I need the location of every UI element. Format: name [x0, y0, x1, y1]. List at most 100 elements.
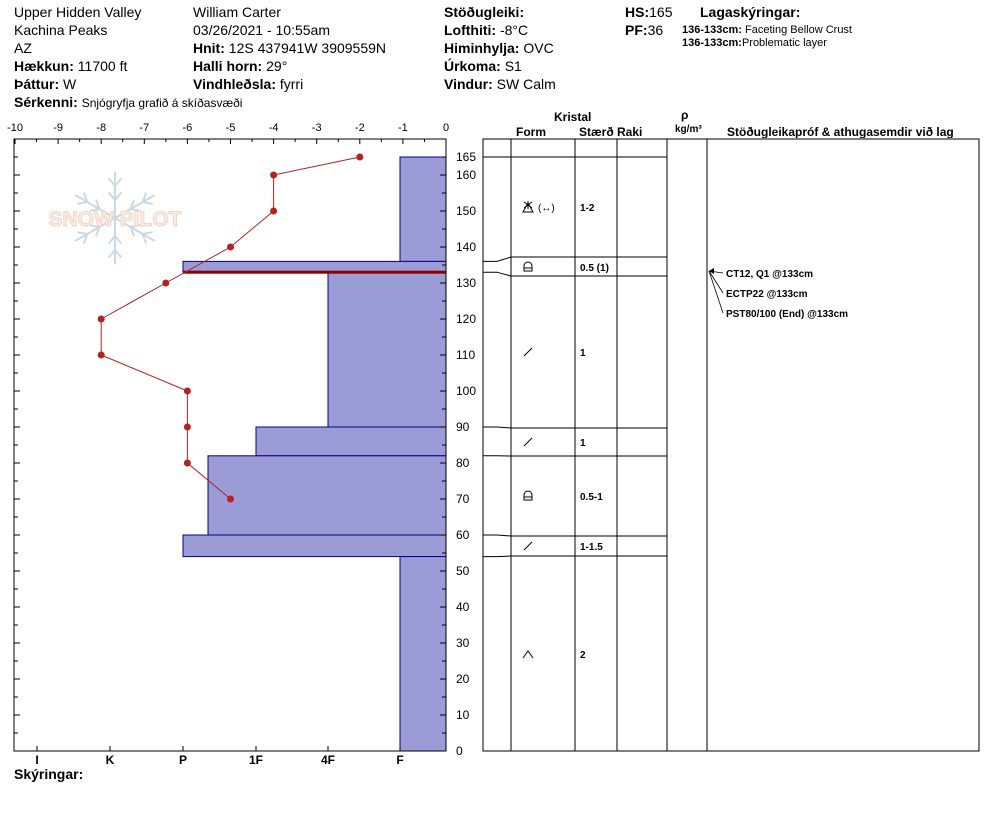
sky-value: OVC: [523, 40, 554, 56]
aspect-row: Þáttur: W: [14, 77, 76, 91]
hardness-tick-label: I: [35, 753, 38, 767]
layer-note-text: Problematic layer: [741, 37, 827, 49]
chart-axes: -10 -9 -8 -7 -6 -5 -4 -3 -2 -1 0010203040506070809…: [7, 122, 476, 767]
density-unit: kg/m³: [675, 124, 702, 135]
stability-test-pointer: [708, 270, 724, 314]
icon-slash: [523, 541, 533, 551]
snowflake-branch: [107, 177, 116, 187]
faceted-rounded-icon: [522, 201, 534, 213]
specifics-label: Sérkenni:: [14, 94, 78, 110]
arrow-icon: [709, 268, 714, 274]
temperature-point: [227, 495, 234, 503]
height-tick-label: 80: [456, 456, 470, 470]
temperature-point: [270, 207, 278, 215]
icon-crust: [523, 261, 533, 272]
stability-test-pointer: [708, 270, 724, 294]
wind-loading-row: Vindhleðsla: fyrri: [193, 77, 303, 91]
crystal-header: Kristal: [554, 110, 592, 124]
depth-hoar-icon: [522, 650, 534, 659]
hs-row: HS:165: [625, 5, 672, 19]
snowflake-branch: [114, 235, 123, 245]
hs-value: 165: [649, 4, 673, 20]
density-symbol: ρ: [681, 108, 689, 122]
rounded-grain-icon: [523, 347, 533, 357]
grain-size: 0.5 (1): [580, 263, 609, 274]
temp-tick-label: -2: [355, 122, 365, 134]
snowflake-branch: [141, 192, 148, 203]
snowflake-branch: [107, 249, 116, 259]
wind-loading-label: Vindhleðsla:: [193, 76, 276, 92]
temp-tick-label: -5: [226, 122, 236, 134]
rounded-grain-icon: [523, 541, 533, 551]
temperature-point: [183, 423, 191, 431]
air-temp-row: Lofthiti: -8°C: [444, 23, 528, 37]
height-tick-label: 10: [456, 708, 470, 722]
snowflake-branch: [107, 191, 116, 201]
layer-notes-title: Lagaskýringar:: [700, 4, 801, 20]
grain-size: 1: [580, 348, 586, 359]
grain-size: 2: [580, 650, 586, 661]
pf-row: PF:36: [625, 23, 663, 37]
temp-tick-label: 0: [443, 122, 449, 134]
state-name: AZ: [14, 40, 32, 56]
height-tick-label: 0: [456, 744, 463, 758]
temperature-point: [356, 153, 364, 161]
wind-value: SW Calm: [496, 76, 556, 92]
temperature-point: [183, 387, 191, 395]
snowflake-branch: [77, 231, 88, 235]
height-tick-label: 140: [456, 240, 476, 254]
height-tick-label: 120: [456, 312, 476, 326]
snowflake-branch: [114, 191, 123, 201]
temp-tick-label: -6: [183, 122, 193, 134]
temperature-profile: [97, 153, 364, 503]
snowflake-branch: [82, 192, 89, 203]
elevation-value: 11700 ft: [77, 58, 128, 74]
coords-value: 12S 437941W 3909559N: [228, 40, 387, 56]
layers-table: (↔) 1-2 0.5 (1) 1 1 0.5-1 1-1.5 2 CT12, Q1 @133c…: [482, 138, 980, 752]
observer-name: William Carter: [193, 4, 281, 20]
height-tick-label: 40: [456, 600, 470, 614]
specifics-row: Sérkenni: Snjógryfja grafið á skíðasvæði: [14, 95, 242, 109]
pf-label: PF:: [625, 22, 648, 38]
stability-test: PST80/100 (End) @133cm: [726, 309, 848, 320]
snowflake-branch: [129, 226, 135, 237]
height-tick-label: 60: [456, 528, 470, 542]
grain-size: 1: [580, 438, 586, 449]
coords-label: Hnit:: [193, 40, 225, 56]
melt-freeze-crust-icon: [523, 490, 533, 501]
layer-note: 136-133cm:Problematic layer: [682, 38, 827, 49]
height-tick-label: 130: [456, 276, 476, 290]
temperature-point: [183, 459, 191, 467]
grain-size: 0.5-1: [580, 492, 603, 503]
precip-value: S1: [504, 58, 522, 74]
depth-connector: [483, 426, 512, 429]
layer-note-range: 136-133cm:: [682, 24, 742, 36]
layer-note: 136-133cm: Faceting Bellow Crust: [682, 25, 852, 36]
snow-pilot-logo: SNOW PILOT: [48, 172, 182, 264]
snowflake-branch: [82, 233, 89, 244]
size-header: Stærð: [579, 125, 614, 139]
snowflake-branch: [130, 224, 141, 228]
snowflake-branch: [89, 224, 100, 228]
elevation-row: Hækkun: 11700 ft: [14, 59, 127, 73]
snowflake-branch: [114, 177, 123, 187]
temperature-point: [97, 315, 105, 323]
hardness-tick-label: 1F: [249, 753, 263, 767]
snowflake-branch: [89, 208, 100, 212]
snowflake-arm: [114, 194, 156, 219]
snowflake-branch: [142, 201, 153, 205]
grain-size: 1-1.5: [580, 542, 603, 553]
temp-tick-label: -10: [7, 122, 23, 134]
hardness-profile: [182, 156, 447, 752]
hardness-tick-label: K: [106, 753, 115, 767]
stability-test: ECTP22 @133cm: [726, 289, 808, 300]
specifics-value: Snjógryfja grafið á skíðasvæði: [81, 96, 243, 110]
snowflake-branch: [95, 199, 101, 210]
pf-value: 36: [647, 22, 664, 38]
icon-slash: [523, 347, 533, 357]
depth-connector: [483, 534, 512, 537]
temp-tick-label: -3: [312, 122, 322, 134]
stability-test: CT12, Q1 @133cm: [726, 269, 813, 280]
snowflake-branch: [114, 249, 123, 259]
depth-connector: [483, 271, 512, 277]
